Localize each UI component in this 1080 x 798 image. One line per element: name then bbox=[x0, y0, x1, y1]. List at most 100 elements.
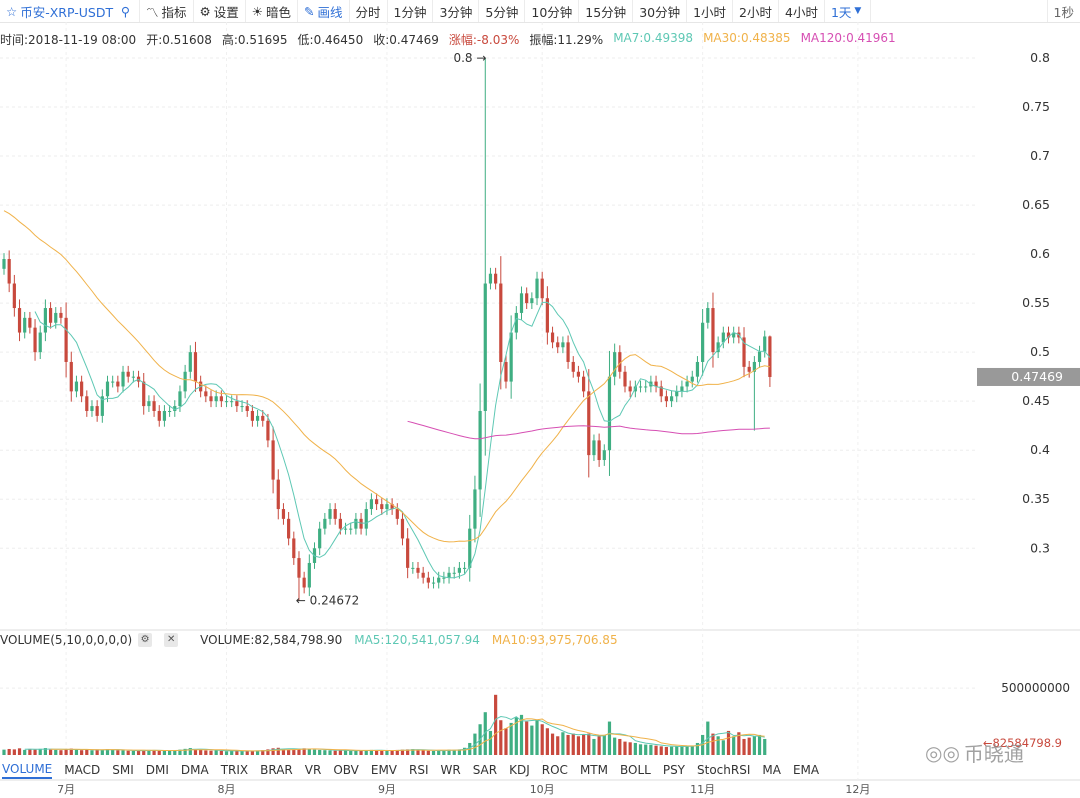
volume-bar bbox=[504, 728, 508, 755]
candle-body bbox=[116, 381, 120, 387]
indicator-tab-rsi[interactable]: RSI bbox=[409, 763, 429, 777]
volume-bar bbox=[359, 750, 363, 755]
interval-2[interactable]: 3分钟 bbox=[433, 0, 480, 22]
dark-mode-button[interactable]: ☀ 暗色 bbox=[246, 0, 298, 22]
settings-button[interactable]: ⚙ 设置 bbox=[194, 0, 246, 22]
interval-6[interactable]: 30分钟 bbox=[633, 0, 688, 22]
indicator-tab-kdj[interactable]: KDJ bbox=[509, 763, 530, 777]
search-icon[interactable]: ⚲ bbox=[120, 3, 130, 19]
ma7-line bbox=[34, 301, 771, 579]
volume-bar bbox=[737, 732, 741, 755]
volume-bar bbox=[116, 750, 120, 755]
indicator-tab-brar[interactable]: BRAR bbox=[260, 763, 293, 777]
candle-body bbox=[281, 509, 286, 519]
candle-body bbox=[359, 518, 363, 529]
indicator-tab-dma[interactable]: DMA bbox=[180, 763, 209, 777]
star-icon[interactable]: ☆ bbox=[6, 3, 18, 19]
candle-body bbox=[178, 391, 182, 407]
volume-bar bbox=[281, 749, 286, 755]
volume-bar bbox=[188, 748, 192, 755]
indicator-tab-boll[interactable]: BOLL bbox=[619, 763, 651, 777]
x-tick-label: 8月 bbox=[218, 783, 236, 796]
volume-bar bbox=[457, 749, 461, 755]
candle-body bbox=[416, 567, 420, 573]
close-icon[interactable]: ✕ bbox=[164, 633, 179, 647]
volume-bar bbox=[209, 750, 213, 755]
gear-icon[interactable]: ⚙ bbox=[138, 633, 153, 647]
candle-body bbox=[431, 582, 436, 584]
volume-bar bbox=[126, 750, 130, 755]
candle-body bbox=[188, 352, 192, 372]
interval-8[interactable]: 2小时 bbox=[733, 0, 779, 22]
volume-bar bbox=[80, 750, 84, 755]
symbol-selector[interactable]: ☆ 币安-XRP-USDT ⚲ bbox=[0, 0, 140, 22]
volume-bar bbox=[416, 750, 420, 755]
indicator-tab-psy[interactable]: PSY bbox=[662, 763, 686, 777]
indicator-tab-ema[interactable]: EMA bbox=[792, 763, 820, 777]
interval-3[interactable]: 5分钟 bbox=[479, 0, 526, 22]
ma120-line bbox=[407, 420, 770, 440]
candle-body bbox=[302, 577, 306, 588]
indicator-tab-trix[interactable]: TRIX bbox=[220, 763, 249, 777]
candle-body bbox=[685, 381, 689, 387]
candle-body bbox=[587, 391, 591, 456]
indicator-tab-stochrsi[interactable]: StochRSI bbox=[697, 763, 751, 777]
candle-body bbox=[230, 401, 234, 403]
candle-body bbox=[757, 351, 762, 362]
volume-bar bbox=[649, 744, 653, 755]
candle-body bbox=[535, 278, 539, 299]
interval-1s[interactable]: 1秒 bbox=[1046, 0, 1080, 22]
interval-5[interactable]: 15分钟 bbox=[579, 0, 634, 22]
candle-body bbox=[126, 371, 130, 377]
volume-bar bbox=[38, 748, 42, 755]
indicator-tab-volume[interactable]: VOLUME bbox=[2, 762, 53, 779]
volume-bar bbox=[618, 738, 622, 755]
volume-bar bbox=[199, 749, 203, 755]
indicator-tab-emv[interactable]: EMV bbox=[370, 763, 398, 777]
candle-body bbox=[473, 489, 477, 529]
volume-bar bbox=[431, 750, 436, 755]
indicator-tab-smi[interactable]: SMI bbox=[112, 763, 134, 777]
candle-body bbox=[706, 308, 710, 323]
candle-body bbox=[597, 440, 601, 461]
indicators-button[interactable]: 〽 指标 bbox=[140, 0, 194, 22]
interval-0[interactable]: 分时 bbox=[350, 0, 388, 22]
indicator-tab-roc[interactable]: ROC bbox=[541, 763, 568, 777]
candle-body bbox=[271, 440, 275, 480]
indicator-tab-wr[interactable]: WR bbox=[440, 763, 461, 777]
indicator-tab-mtm[interactable]: MTM bbox=[579, 763, 608, 777]
y-tick-label: 0.5 bbox=[1030, 344, 1050, 359]
volume-bar bbox=[400, 749, 405, 755]
candle-body bbox=[545, 298, 549, 333]
indicator-tab-sar[interactable]: SAR bbox=[472, 763, 498, 777]
ma7-legend: MA7:0.49398 bbox=[613, 31, 694, 45]
volume-bar bbox=[183, 748, 187, 755]
volume-bar bbox=[168, 750, 172, 755]
interval-9[interactable]: 4小时 bbox=[779, 0, 825, 22]
candle-body bbox=[54, 312, 58, 323]
indicator-tab-ma[interactable]: MA bbox=[762, 763, 781, 777]
interval-7[interactable]: 1小时 bbox=[687, 0, 734, 22]
volume-bar bbox=[297, 748, 301, 755]
interval-1[interactable]: 1分钟 bbox=[388, 0, 434, 22]
volume-bar bbox=[292, 749, 296, 755]
x-tick-label: 7月 bbox=[57, 783, 75, 796]
volume-bar bbox=[312, 749, 317, 755]
draw-button[interactable]: ✎ 画线 bbox=[298, 0, 350, 22]
candle-body bbox=[235, 401, 239, 407]
candle-body bbox=[240, 406, 244, 408]
candle-body bbox=[644, 386, 648, 388]
volume-bar bbox=[690, 745, 694, 755]
volume-bar bbox=[613, 737, 617, 755]
candle-body bbox=[64, 317, 68, 362]
indicator-tab-macd[interactable]: MACD bbox=[64, 763, 101, 777]
interval-1d[interactable]: 1天 ▼ bbox=[825, 0, 872, 22]
price-annotation: ← 0.24672 bbox=[296, 594, 360, 608]
volume-bar bbox=[421, 750, 425, 755]
interval-4[interactable]: 10分钟 bbox=[525, 0, 580, 22]
indicator-tab-obv[interactable]: OBV bbox=[333, 763, 359, 777]
indicator-tab-vr[interactable]: VR bbox=[304, 763, 322, 777]
ohlc-close: 收:0.47469 bbox=[373, 33, 439, 47]
indicator-tab-dmi[interactable]: DMI bbox=[145, 763, 169, 777]
